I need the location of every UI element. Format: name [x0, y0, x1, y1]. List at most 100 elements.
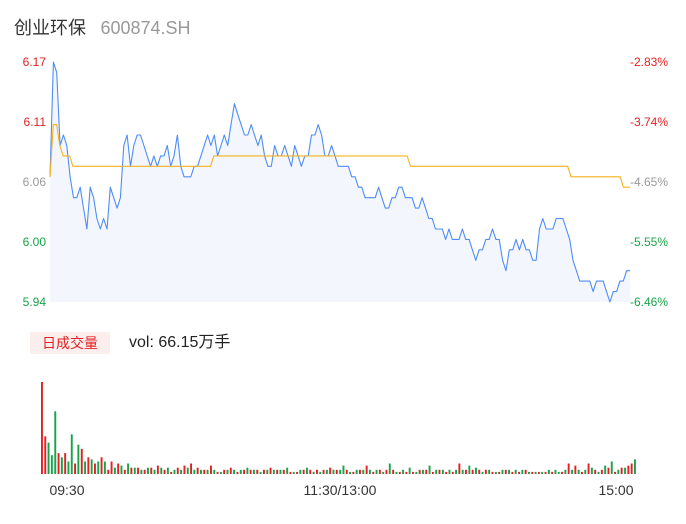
volume-bar: [392, 469, 395, 474]
y-tick-label-right: -3.74%: [630, 115, 668, 129]
volume-bar: [590, 467, 593, 474]
volume-bar: [266, 469, 269, 474]
volume-bar: [120, 465, 123, 474]
volume-bar: [176, 467, 179, 474]
volume-tag: 日成交量: [30, 332, 110, 354]
volume-bar: [236, 471, 239, 474]
volume-bar: [561, 471, 564, 474]
volume-bar: [630, 463, 633, 474]
volume-bar: [508, 469, 511, 474]
volume-bar: [223, 469, 226, 474]
volume-bar: [475, 467, 477, 474]
volume-bar: [312, 471, 315, 474]
volume-bar: [226, 469, 229, 474]
volume-bar: [445, 471, 448, 474]
volume-bar: [581, 471, 583, 474]
volume-bar: [359, 469, 361, 474]
y-axis-left: 6.17 6.11 6.06 6.00 5.94: [23, 55, 47, 309]
volume-bar: [448, 469, 451, 474]
volume-bar: [634, 459, 636, 474]
volume-bar: [272, 469, 275, 474]
volume-bar: [249, 469, 252, 474]
volume-bar: [362, 469, 365, 474]
volume-bar: [160, 467, 163, 474]
volume-bar: [203, 469, 206, 474]
volume-bar: [597, 471, 600, 474]
volume-bar: [41, 382, 43, 474]
volume-bar: [564, 469, 567, 474]
volume-bar: [269, 467, 272, 474]
volume-bar: [574, 465, 577, 474]
volume-bar: [229, 467, 232, 474]
volume-bar: [150, 467, 153, 474]
volume-bar: [494, 471, 497, 474]
volume-bar: [610, 461, 613, 474]
volume-bar: [186, 467, 189, 474]
volume-bar: [620, 467, 623, 474]
volume-bar: [332, 469, 335, 474]
volume-bar: [127, 463, 130, 474]
average-price-line: [49, 124, 630, 188]
volume-bar: [282, 469, 285, 474]
volume-bar: [74, 463, 77, 474]
volume-bar: [369, 469, 371, 474]
volume-bar: [335, 469, 338, 474]
volume-bar: [600, 469, 603, 474]
volume-bar: [210, 465, 212, 474]
volume-bar: [259, 471, 262, 474]
volume-bar: [614, 471, 617, 474]
x-axis: 09:30 11:30/13:00 15:00: [49, 482, 633, 498]
volume-bar: [352, 471, 355, 474]
volume-bar: [587, 463, 590, 474]
volume-readout: vol: 66.15万手: [129, 334, 231, 351]
volume-bar: [554, 469, 557, 474]
volume-bar: [80, 448, 83, 474]
volume-bar: [319, 471, 322, 474]
volume-bar: [422, 469, 424, 474]
y-tick-label-right: -2.83%: [630, 55, 668, 69]
volume-bar: [47, 442, 50, 474]
volume-bar: [365, 465, 368, 474]
volume-bar: [216, 471, 219, 474]
volume-bar: [355, 469, 358, 474]
volume-bar: [133, 467, 136, 474]
volume-bar: [137, 467, 140, 474]
y-tick-label-left: 6.17: [23, 55, 47, 69]
volume-bar: [77, 444, 80, 474]
volume-bar: [67, 461, 70, 474]
volume-bar: [60, 457, 63, 474]
volume-bar: [239, 469, 242, 474]
volume-bar: [431, 471, 434, 474]
volume-bar: [441, 469, 444, 474]
volume-bar: [395, 471, 398, 474]
volume-bar: [50, 455, 53, 474]
volume-bar: [107, 469, 110, 474]
volume-bar: [468, 465, 471, 474]
volume-bar: [190, 463, 193, 474]
volume-bar: [44, 436, 47, 474]
volume-bar: [478, 469, 481, 474]
volume-bar: [484, 469, 487, 474]
y-tick-label-left: 6.11: [24, 115, 47, 129]
volume-bar: [412, 471, 414, 474]
price-area-path: [50, 62, 630, 302]
volume-bar: [537, 471, 540, 474]
volume-bar: [534, 471, 537, 474]
volume-bar: [306, 467, 308, 474]
volume-bar: [425, 469, 428, 474]
volume-bar: [624, 467, 627, 474]
stock-code: 600874.SH: [100, 18, 191, 38]
y-tick-label-left: 6.06: [23, 175, 47, 189]
volume-bar: [243, 469, 246, 474]
price-area-fill: [50, 62, 630, 302]
volume-bar: [345, 469, 348, 474]
x-tick-label: 11:30/13:00: [304, 482, 377, 498]
volume-bar: [103, 461, 106, 474]
volume-bar: [571, 469, 574, 474]
y-tick-label-left: 5.94: [23, 295, 47, 309]
volume-bar: [388, 463, 391, 474]
price-lines: [49, 61, 630, 303]
volume-bar: [498, 471, 501, 474]
volume-bar: [97, 461, 100, 474]
y-tick-label-right: -4.65%: [630, 175, 668, 189]
